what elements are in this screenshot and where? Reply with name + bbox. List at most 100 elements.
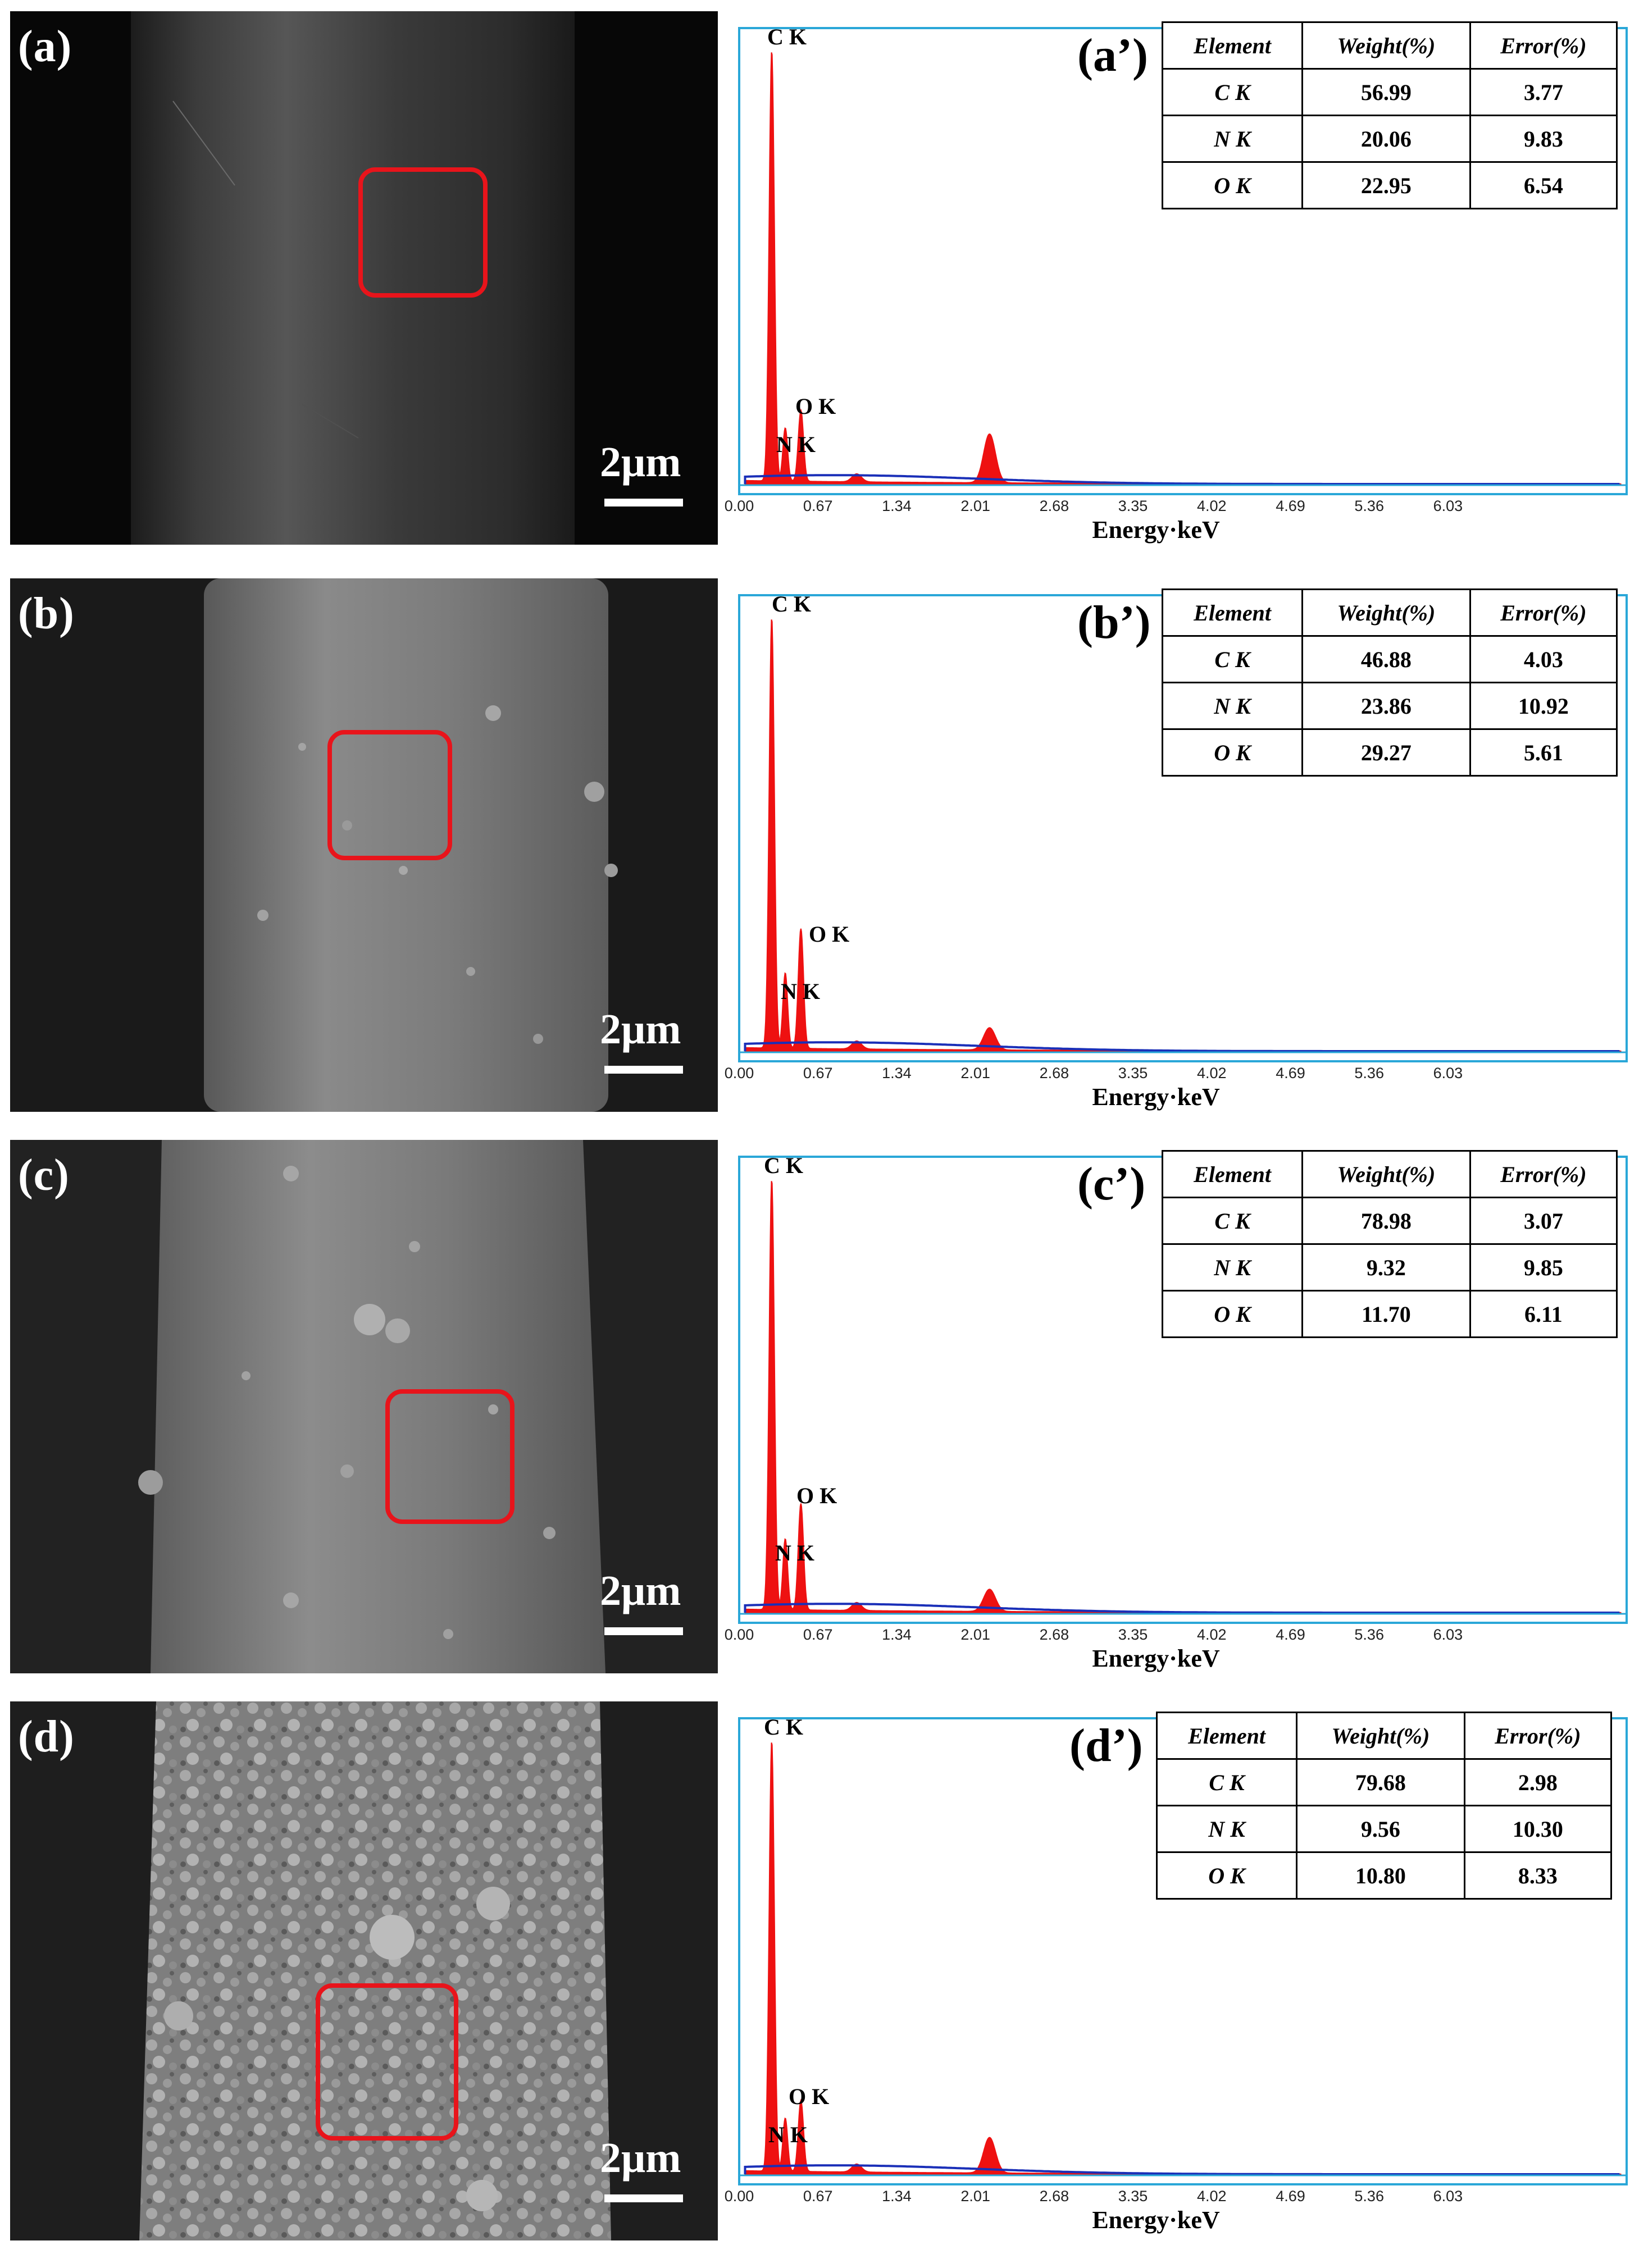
cell-weight: 20.06 xyxy=(1301,115,1471,163)
x-tick-label: 0.67 xyxy=(803,498,833,514)
cell-error: 6.54 xyxy=(1469,161,1618,209)
scale-bar-b xyxy=(604,1066,683,1074)
header-error: Error(%) xyxy=(1469,588,1618,637)
x-tick-label: 6.03 xyxy=(1433,1065,1463,1081)
x-tick-label: 5.36 xyxy=(1354,2188,1384,2205)
cell-weight: 10.80 xyxy=(1296,1851,1465,1900)
x-tick-label: 0.00 xyxy=(724,2188,754,2205)
table-header: Element Weight(%) Error(%) xyxy=(1161,21,1618,70)
table-row: O K 10.80 8.33 xyxy=(1155,1851,1613,1900)
cell-element: N K xyxy=(1161,115,1304,163)
header-error: Error(%) xyxy=(1469,1150,1618,1198)
eds-label-d: (d’) xyxy=(1069,1719,1143,1772)
peak-label-c-b: C K xyxy=(772,591,811,617)
roi-box-c xyxy=(385,1389,515,1524)
eds-panel-b: C K O K N K (b’) Element Weight(%) Error… xyxy=(723,578,1629,1112)
peak-label-n-c: N K xyxy=(775,1540,814,1566)
cell-weight: 79.68 xyxy=(1296,1758,1465,1806)
cell-element: N K xyxy=(1155,1805,1298,1853)
panel-row-a: (a) 2μm C K O K N K (a’) Element Weight(… xyxy=(0,11,1639,545)
peak-label-n-a: N K xyxy=(776,432,816,457)
table-row: C K 78.98 3.07 xyxy=(1161,1197,1618,1245)
sem-image-b: (b) 2μm xyxy=(10,578,718,1112)
fiber-lightly-coated xyxy=(10,578,718,1112)
header-element: Element xyxy=(1155,1712,1298,1760)
cell-weight: 78.98 xyxy=(1301,1197,1471,1245)
table-row: C K 56.99 3.77 xyxy=(1161,68,1618,116)
header-weight: Weight(%) xyxy=(1296,1712,1465,1760)
table-row: O K 11.70 6.11 xyxy=(1161,1290,1618,1338)
eds-table-d: Element Weight(%) Error(%) C K 79.68 2.98 … xyxy=(1155,1712,1613,1900)
header-element: Element xyxy=(1161,1150,1304,1198)
cell-element: N K xyxy=(1161,682,1304,730)
x-tick-label: 2.68 xyxy=(1039,2188,1069,2205)
x-tick-label: 2.68 xyxy=(1039,1065,1069,1081)
peak-label-o-d: O K xyxy=(789,2084,830,2109)
x-tick-label: 5.36 xyxy=(1354,498,1384,514)
table-row: N K 9.32 9.85 xyxy=(1161,1243,1618,1292)
x-tick-label: 0.00 xyxy=(724,498,754,514)
peak-label-o-c: O K xyxy=(796,1483,837,1508)
scale-bar-a xyxy=(604,499,683,506)
cell-weight: 22.95 xyxy=(1301,161,1471,209)
scale-bar-text-d: 2μm xyxy=(600,2134,681,2182)
x-tick-label: 4.69 xyxy=(1276,1065,1305,1081)
fiber-moderately-coated xyxy=(10,1140,718,1673)
eds-table-b: Element Weight(%) Error(%) C K 46.88 4.03 … xyxy=(1161,588,1618,777)
peak-label-c-a: C K xyxy=(767,24,807,49)
cell-error: 9.83 xyxy=(1469,115,1618,163)
x-tick-label: 2.01 xyxy=(960,2188,990,2205)
fiber-heavily-coated xyxy=(10,1701,718,2240)
background-trace xyxy=(744,2164,1620,2175)
table-row: O K 22.95 6.54 xyxy=(1161,161,1618,209)
panel-row-c: (c) 2μm C K O K N K (c’) Element Weight(… xyxy=(0,1140,1639,1673)
x-tick-label: 3.35 xyxy=(1118,498,1148,514)
x-tick-label: 4.02 xyxy=(1196,1065,1227,1081)
table-header: Element Weight(%) Error(%) xyxy=(1155,1712,1613,1760)
x-tick-label: 1.34 xyxy=(882,498,912,514)
header-weight: Weight(%) xyxy=(1301,588,1471,637)
x-tick-label: 4.69 xyxy=(1276,1626,1305,1643)
header-element: Element xyxy=(1161,588,1304,637)
peak-label-o-a: O K xyxy=(795,394,836,419)
table-header: Element Weight(%) Error(%) xyxy=(1161,588,1618,637)
cell-error: 3.07 xyxy=(1469,1197,1618,1245)
cell-error: 5.61 xyxy=(1469,728,1618,777)
x-tick-label: 1.34 xyxy=(882,1626,912,1643)
table-row: N K 20.06 9.83 xyxy=(1161,115,1618,163)
cell-element: N K xyxy=(1161,1243,1304,1292)
roi-box-d xyxy=(316,1983,458,2141)
cell-weight: 11.70 xyxy=(1301,1290,1471,1338)
x-tick-label: 1.34 xyxy=(882,1065,912,1081)
roi-box-b xyxy=(327,730,452,860)
x-tick-label: 5.36 xyxy=(1354,1065,1384,1081)
peak-label-c-c: C K xyxy=(764,1153,803,1178)
cell-element: O K xyxy=(1155,1851,1298,1900)
axis-title-c: Energy·keV xyxy=(1092,1645,1220,1672)
x-tick-label: 6.03 xyxy=(1433,2188,1463,2205)
axis-title-a: Energy·keV xyxy=(1092,516,1220,544)
background-trace xyxy=(744,1041,1620,1052)
x-tick-label: 2.01 xyxy=(960,498,990,514)
sem-label-b: (b) xyxy=(18,589,75,638)
cell-element: C K xyxy=(1161,635,1304,683)
x-tick-label: 0.00 xyxy=(724,1626,754,1643)
panel-row-d: (d) 2μm C K O K N K (d’) Element Weight(… xyxy=(0,1701,1639,2240)
panel-row-b: (b) 2μm C K O K N K (b’) Element Weight(… xyxy=(0,578,1639,1112)
scale-bar-text-c: 2μm xyxy=(600,1567,681,1614)
sem-label-a: (a) xyxy=(18,22,72,71)
axis-title-b: Energy·keV xyxy=(1092,1083,1220,1111)
table-row: O K 29.27 5.61 xyxy=(1161,728,1618,777)
eds-label-c: (c’) xyxy=(1077,1158,1146,1210)
cell-error: 10.30 xyxy=(1463,1805,1613,1853)
eds-label-a: (a’) xyxy=(1077,29,1148,81)
eds-table-a: Element Weight(%) Error(%) C K 56.99 3.77 … xyxy=(1161,21,1618,209)
x-tick-label: 6.03 xyxy=(1433,498,1463,514)
scale-bar-text-a: 2μm xyxy=(600,439,681,486)
x-tick-label: 2.01 xyxy=(960,1065,990,1081)
header-error: Error(%) xyxy=(1463,1712,1613,1760)
cell-error: 10.92 xyxy=(1469,682,1618,730)
x-tick-label: 4.02 xyxy=(1196,2188,1227,2205)
sem-image-a: (a) 2μm xyxy=(10,11,718,545)
table-row: N K 23.86 10.92 xyxy=(1161,682,1618,730)
